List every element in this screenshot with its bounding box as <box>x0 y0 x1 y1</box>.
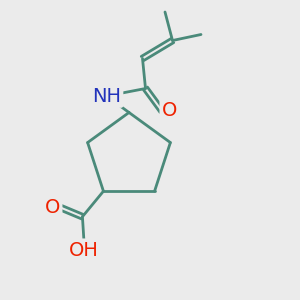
Text: OH: OH <box>69 241 99 260</box>
Text: O: O <box>45 198 60 217</box>
Text: O: O <box>162 101 177 121</box>
Text: NH: NH <box>92 86 121 106</box>
